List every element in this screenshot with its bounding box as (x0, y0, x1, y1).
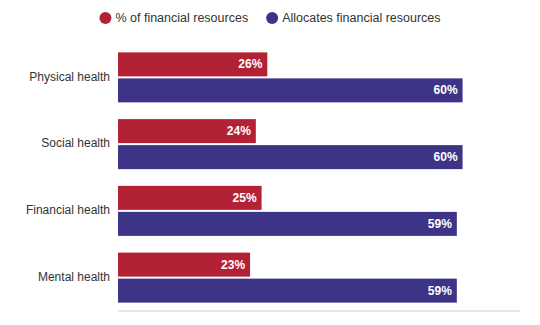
bar (118, 253, 250, 277)
legend-marker (266, 12, 278, 24)
category-label: Financial health (26, 203, 110, 217)
data-label: 25% (233, 191, 257, 205)
legend-item: Allocates financial resources (266, 11, 440, 25)
legend-item: % of financial resources (99, 11, 248, 25)
bar (118, 279, 457, 303)
category-label: Social health (41, 136, 110, 150)
data-label: 60% (434, 150, 458, 164)
data-label: 23% (221, 258, 245, 272)
category-label: Mental health (38, 270, 110, 284)
data-label: 59% (428, 284, 452, 298)
chart-container: % of financial resources Allocates financ… (0, 0, 540, 325)
x-axis-line (118, 311, 520, 312)
bar (118, 212, 457, 236)
category-label: Physical health (29, 70, 110, 84)
data-label: 59% (428, 217, 452, 231)
legend: % of financial resources Allocates financ… (99, 11, 440, 25)
legend-label: % of financial resources (115, 11, 248, 25)
bar (118, 145, 463, 169)
chart: % of financial resources Allocates financ… (0, 0, 540, 325)
bar (118, 119, 256, 143)
legend-marker (99, 12, 111, 24)
bar (118, 186, 262, 210)
bar (118, 52, 267, 76)
labels: Physical health 26% 60% Social health 24% 60%… (26, 57, 458, 297)
bars (118, 52, 463, 302)
data-label: 24% (227, 124, 251, 138)
data-label: 60% (434, 83, 458, 97)
bar (118, 78, 463, 102)
data-label: 26% (238, 57, 262, 71)
legend-label: Allocates financial resources (282, 11, 440, 25)
